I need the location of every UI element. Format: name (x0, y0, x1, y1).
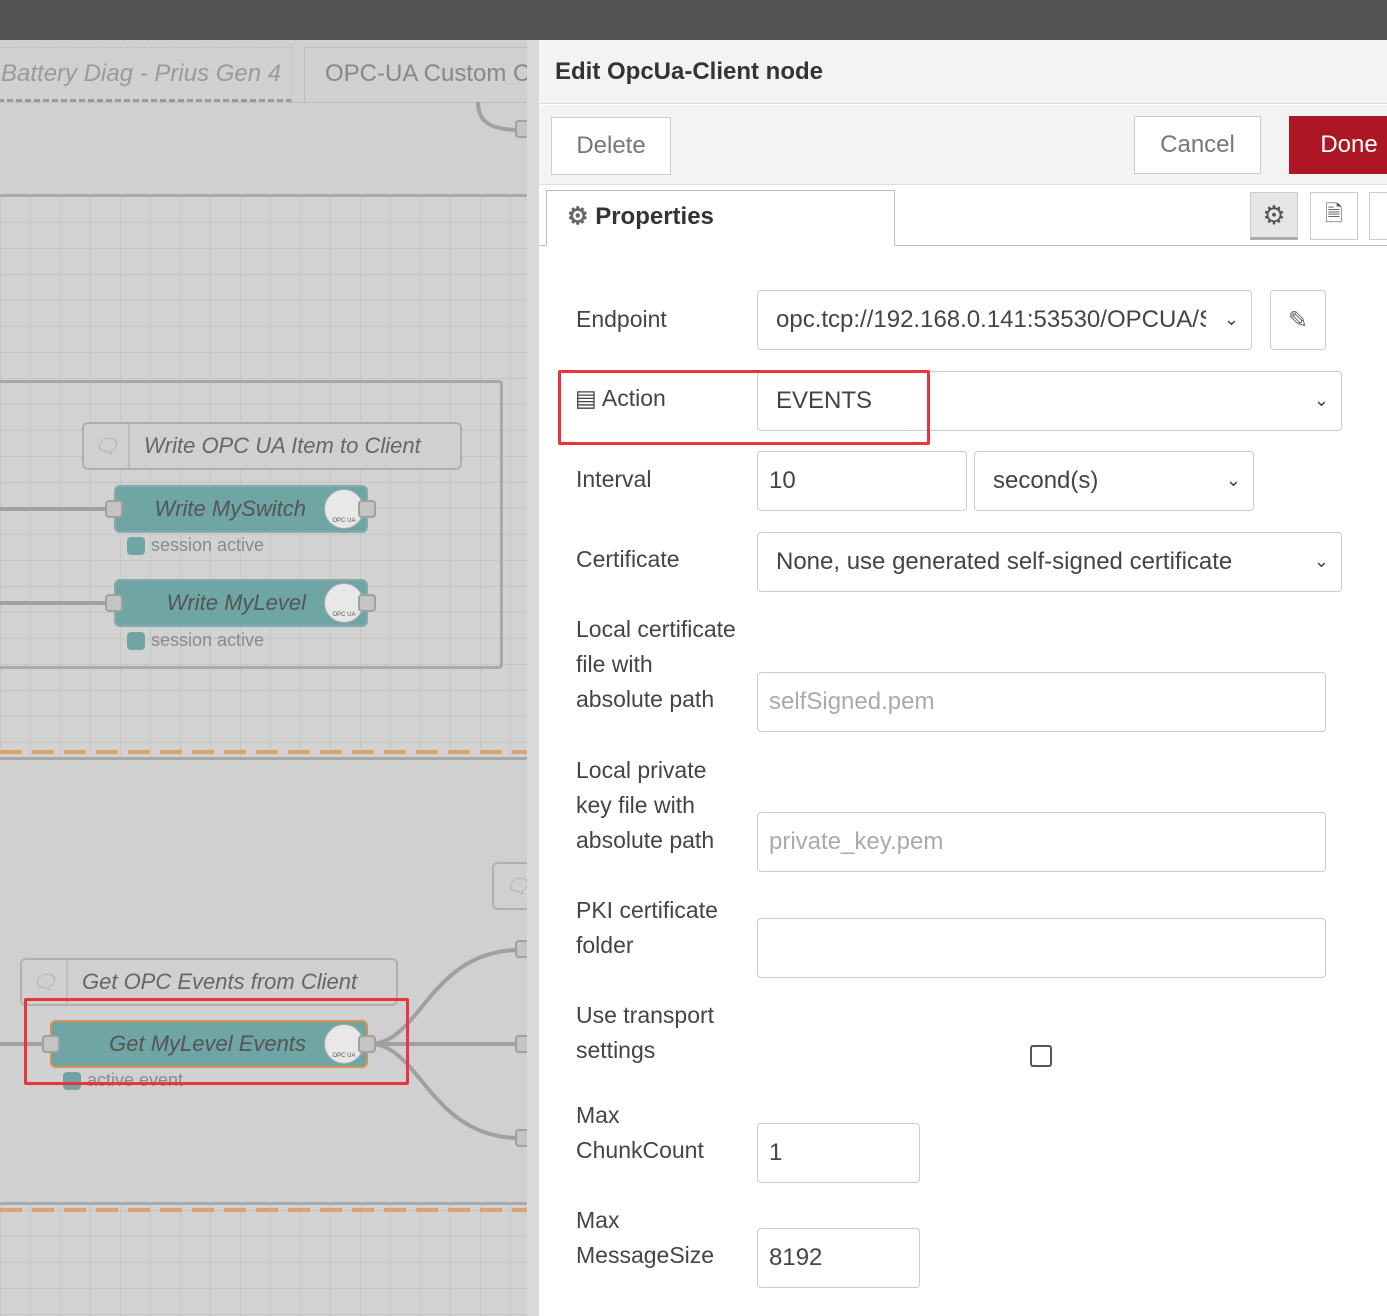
local-cert-input[interactable]: selfSigned.pem (757, 672, 1326, 732)
interval-input[interactable]: 10 (757, 451, 967, 511)
comment-icon: 🗨 (22, 960, 68, 1004)
group-border (0, 1202, 527, 1205)
comment-icon: 🗨 (494, 864, 527, 908)
top-bar (0, 0, 1387, 40)
flow-node-write-myswitch[interactable]: Write MySwitch OPC UA (114, 485, 368, 533)
chunkcount-label: Max ChunkCount (576, 1102, 704, 1163)
panel-title: Edit OpcUa-Client node (539, 40, 1387, 104)
certificate-value: None, use generated self-signed certific… (776, 548, 1233, 575)
node-input-port[interactable] (105, 594, 123, 612)
node-input-port[interactable] (42, 1035, 60, 1053)
certificate-label: Certificate (576, 546, 680, 572)
tab-divider (539, 245, 1387, 246)
cancel-button[interactable]: Cancel (1134, 116, 1261, 174)
certificate-select[interactable]: None, use generated self-signed certific… (757, 532, 1342, 592)
tab-divider (0, 102, 527, 103)
opcua-icon: OPC UA (324, 583, 364, 623)
action-label-text: Action (601, 385, 666, 411)
settings-tab-icon[interactable]: ⚙ (1250, 192, 1298, 240)
highlight-box (24, 998, 409, 1085)
flow-tab-battery-diag[interactable]: Battery Diag - Prius Gen 4 (0, 47, 292, 102)
group-border (0, 194, 527, 197)
comment-label: Get OPC Events from Client (82, 969, 358, 994)
status-text: session active (151, 630, 265, 650)
local-cert-label: Local certificate file with absolute path (576, 616, 736, 712)
interval-label: Interval (576, 466, 652, 492)
private-key-label: Local private key file with absolute path (576, 757, 715, 853)
highlight-box (558, 370, 930, 445)
chevron-down-icon: ⌄ (1223, 309, 1239, 329)
edit-endpoint-button[interactable]: ✎ (1270, 290, 1326, 350)
appearance-tab-icon[interactable] (1369, 192, 1387, 240)
tab-properties[interactable]: ⚙ Properties (546, 190, 895, 246)
status-dot-icon (63, 1071, 81, 1090)
opcua-icon: OPC UA (324, 1024, 364, 1064)
chevron-down-icon: ⌄ (1313, 551, 1329, 571)
edit-node-panel: Edit OpcUa-Client node Delete Cancel Don… (527, 40, 1387, 1316)
comment-icon: 🗨 (84, 424, 130, 468)
comment-label: Write OPC UA Item to Client (144, 433, 421, 458)
group-border-dashed (0, 750, 527, 754)
status-text: session active (151, 535, 265, 555)
chevron-down-icon: ⌄ (1313, 390, 1329, 410)
status-dot-icon (127, 536, 145, 555)
chunkcount-input[interactable]: 1 (757, 1123, 920, 1183)
wires (369, 948, 521, 1140)
group-box (0, 380, 503, 669)
pencil-icon: ✎ (1287, 306, 1309, 334)
pki-folder-input[interactable] (757, 918, 1326, 978)
group-border (0, 757, 527, 760)
wire (476, 102, 523, 132)
wire (0, 507, 115, 511)
interval-unit-select[interactable]: second(s) ⌄ (974, 451, 1254, 511)
button-row: Delete Cancel Done (539, 105, 1387, 185)
node-label: Get MyLevel Events (109, 1031, 306, 1056)
flow-tab-opcua-custom[interactable]: OPC-UA Custom C (304, 47, 527, 102)
endpoint-select[interactable]: opc.tcp://192.168.0.141:53530/OPCUA/S ⌄ (757, 290, 1252, 350)
node-status: session active (127, 535, 264, 556)
done-button[interactable]: Done (1289, 116, 1387, 174)
transport-label: Use transport settings (576, 1002, 715, 1063)
node-label: Write MySwitch (154, 496, 306, 521)
node-port[interactable] (515, 1035, 527, 1053)
flow-canvas[interactable]: Battery Diag - Prius Gen 4 OPC-UA Custom… (0, 40, 527, 1316)
node-port[interactable] (515, 1129, 527, 1147)
interval-unit-value: second(s) (993, 467, 1099, 494)
action-select[interactable]: EVENTS ⌄ (757, 371, 1342, 431)
private-key-input[interactable]: private_key.pem (757, 812, 1326, 872)
node-output-port[interactable] (358, 594, 376, 612)
comment-node[interactable]: 🗨 Write OPC UA Item to Client (82, 422, 462, 470)
node-output-port[interactable] (358, 1035, 376, 1053)
node-port[interactable] (515, 940, 527, 958)
endpoint-label: Endpoint (576, 306, 667, 332)
flow-node-get-mylevel-events[interactable]: Get MyLevel Events OPC UA (50, 1020, 368, 1068)
chevron-down-icon: ⌄ (1225, 470, 1241, 490)
messagesize-input[interactable]: 8192 (757, 1228, 920, 1288)
node-label: Write MyLevel (166, 590, 306, 615)
node-output-port[interactable] (358, 500, 376, 518)
delete-button[interactable]: Delete (551, 117, 671, 175)
endpoint-value: opc.tcp://192.168.0.141:53530/OPCUA/S (776, 306, 1206, 333)
tab-label: Properties (595, 203, 714, 230)
list-icon: ▤ (575, 385, 597, 411)
status-text: active event (87, 1070, 184, 1090)
node-port[interactable] (515, 120, 527, 138)
gear-icon: ⚙ (567, 203, 589, 230)
node-status: active event (63, 1070, 183, 1091)
pki-label: PKI certificate folder (576, 897, 718, 958)
wire (0, 601, 115, 605)
messagesize-label: Max MessageSize (576, 1207, 715, 1268)
flow-node-write-mylevel[interactable]: Write MyLevel OPC UA (114, 579, 368, 627)
node-status: session active (127, 630, 264, 651)
status-dot-icon (127, 631, 145, 650)
node-input-port[interactable] (105, 500, 123, 518)
group-border-dashed (0, 1208, 527, 1212)
comment-node[interactable]: 🗨 (492, 862, 527, 910)
action-label: ▤ Action (575, 381, 666, 416)
description-tab-icon[interactable]: 🗎 (1310, 192, 1358, 240)
action-value: EVENTS (776, 387, 873, 414)
transport-checkbox[interactable] (1030, 1045, 1052, 1067)
